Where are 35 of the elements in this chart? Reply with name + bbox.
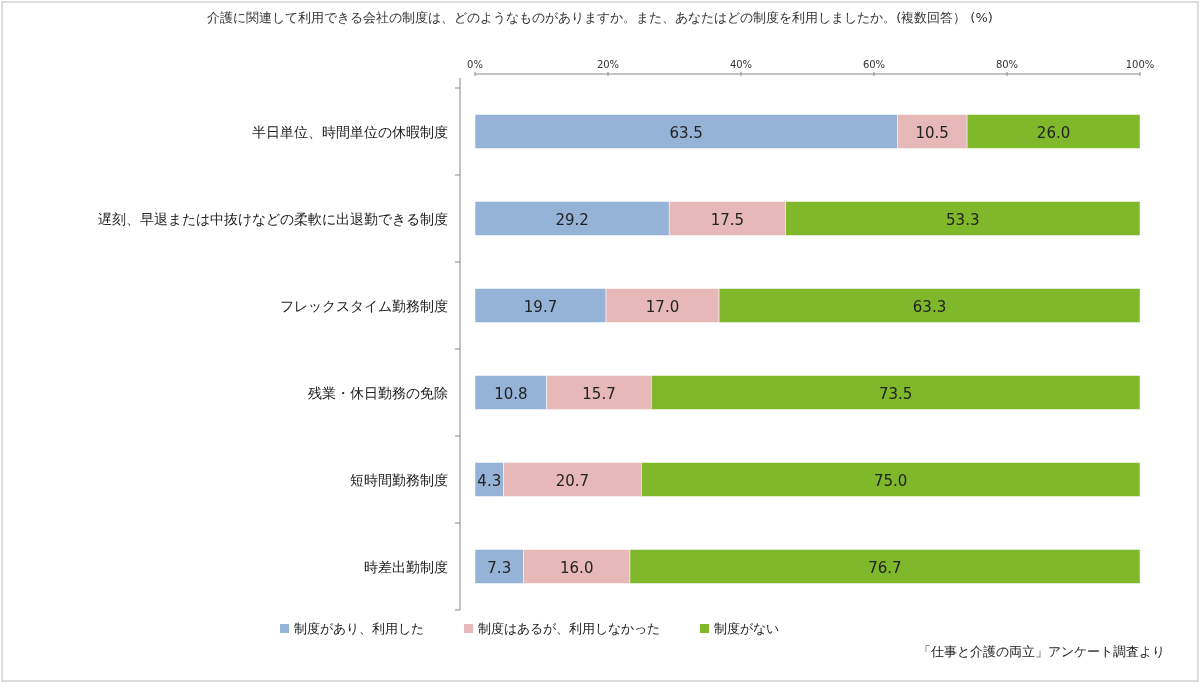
x-tick-label: 40% [729, 59, 753, 70]
y-tick-label: 遅刻、早退または中抜けなどの柔軟に出退勤できる制度 [98, 210, 448, 227]
data-label: 10.5 [915, 123, 949, 142]
y-tick-label: 残業・休日勤務の免除 [308, 384, 448, 401]
data-label: 29.2 [555, 210, 589, 229]
data-label: 76.7 [868, 558, 902, 577]
data-label: 20.7 [555, 471, 590, 490]
data-label: 17.0 [645, 297, 680, 316]
legend-label: 制度がない [714, 621, 779, 636]
data-label: 7.3 [487, 558, 512, 577]
y-tick-label: 短時間勤務制度 [350, 471, 448, 488]
y-tick-label: フレックスタイム勤務制度 [280, 297, 448, 314]
x-tick-label: 80% [995, 59, 1019, 70]
y-tick-label: 時差出勤制度 [364, 558, 448, 575]
x-tick-label: 100% [1125, 59, 1155, 70]
data-label: 19.7 [523, 297, 558, 316]
data-label: 15.7 [582, 384, 616, 403]
data-label: 63.5 [669, 123, 703, 142]
data-label: 53.3 [946, 210, 980, 229]
legend-label: 制度はあるが、利用しなかった [478, 621, 660, 636]
x-tick-label: 20% [596, 59, 620, 70]
legend-label: 制度があり、利用した [294, 621, 424, 636]
y-tick-label: 半日単位、時間単位の休暇制度 [252, 123, 448, 140]
x-tick-label: 60% [862, 59, 886, 70]
chart-title: 介護に関連して利用できる会社の制度は、どのようなものがありますか。また、あなたはどの制度を利用しましたか。(複数回答） (%) [207, 10, 993, 25]
data-label: 26.0 [1036, 123, 1071, 142]
x-tick-label: 0% [467, 59, 483, 70]
text: 「仕事と介護の両立」アンケート調査より [918, 644, 1165, 659]
data-label: 75.0 [873, 471, 908, 490]
data-label: 63.3 [912, 297, 947, 316]
data-label: 73.5 [878, 384, 913, 403]
data-label: 10.8 [494, 384, 528, 403]
data-label: 17.5 [710, 210, 745, 229]
data-label: 16.0 [560, 558, 594, 577]
data-label: 4.3 [477, 471, 502, 490]
